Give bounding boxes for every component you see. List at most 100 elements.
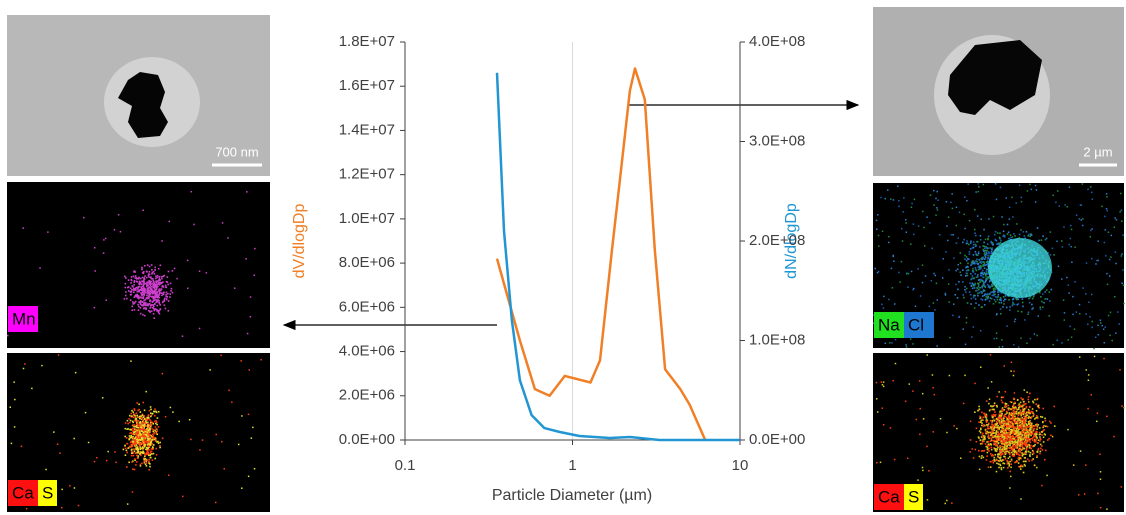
dot: [1017, 346, 1020, 348]
dot: [1097, 259, 1099, 262]
dot: [1004, 453, 1007, 455]
dot: [158, 281, 160, 284]
dot: [1003, 303, 1005, 305]
dot: [971, 282, 974, 285]
dot: [142, 288, 144, 291]
series-line: [495, 67, 707, 441]
dot: [156, 284, 158, 286]
dot: [1036, 397, 1039, 400]
dot: [150, 424, 153, 427]
dot: [170, 287, 173, 290]
dot: [152, 423, 155, 425]
dot: [981, 261, 984, 263]
dot: [149, 425, 152, 428]
dot: [1113, 435, 1115, 438]
dot: [998, 466, 1000, 469]
dot: [990, 446, 993, 449]
dot: [162, 293, 165, 296]
dot: [1011, 454, 1014, 457]
dot: [144, 443, 146, 446]
dot: [1117, 311, 1119, 313]
dot: [991, 414, 993, 417]
dot: [1017, 435, 1020, 438]
dot: [1021, 452, 1023, 454]
dot: [989, 460, 992, 463]
dot: [1056, 339, 1058, 341]
dot: [929, 222, 931, 224]
dot: [944, 294, 947, 296]
dot: [983, 241, 985, 244]
dot: [933, 204, 935, 206]
dot: [135, 289, 137, 291]
series-line: [495, 72, 740, 442]
dot: [1022, 412, 1025, 414]
dot: [971, 448, 973, 450]
dot: [146, 439, 149, 441]
dot: [124, 294, 127, 297]
dot: [1028, 412, 1030, 415]
dot: [962, 402, 965, 405]
dot: [141, 285, 144, 288]
dot: [974, 232, 976, 235]
dot: [149, 444, 152, 447]
dot: [137, 309, 140, 311]
dot: [252, 426, 254, 429]
dot: [1038, 433, 1041, 436]
dot: [148, 293, 150, 296]
dot: [145, 458, 148, 461]
dot: [969, 293, 972, 296]
dot: [999, 312, 1002, 315]
dot: [999, 421, 1002, 424]
dot: [964, 286, 966, 288]
dot: [152, 444, 155, 446]
dot: [1014, 426, 1016, 429]
dot: [84, 411, 87, 414]
dot: [1029, 337, 1032, 340]
dot: [987, 423, 990, 425]
dot: [967, 258, 969, 260]
dot: [1016, 297, 1018, 300]
dot: [147, 448, 150, 451]
dot: [131, 452, 134, 454]
dot: [995, 443, 998, 446]
dot: [137, 409, 139, 412]
dot: [974, 294, 976, 297]
dot: [1005, 410, 1008, 413]
dot: [156, 304, 159, 307]
dot: [1071, 261, 1073, 264]
dot: [246, 332, 249, 335]
dot: [971, 287, 974, 290]
dot: [157, 283, 159, 285]
tag-box: [8, 306, 38, 332]
dot: [143, 459, 146, 462]
dot: [991, 431, 994, 434]
dot: [1023, 424, 1025, 426]
dot: [975, 253, 977, 255]
dot: [157, 410, 160, 413]
dot: [1014, 406, 1017, 408]
dot: [1016, 223, 1018, 225]
dot: [996, 426, 999, 429]
dot: [148, 297, 150, 299]
dot: [1033, 440, 1036, 443]
dot: [149, 306, 152, 308]
dot: [1105, 207, 1108, 210]
dot: [989, 408, 991, 411]
dot: [163, 300, 166, 302]
dot: [1019, 465, 1021, 468]
dot: [1011, 442, 1014, 444]
dot: [1007, 404, 1010, 407]
dot: [1075, 311, 1078, 313]
dot: [147, 304, 149, 307]
dot: [984, 273, 987, 276]
dot: [999, 457, 1001, 460]
dot: [161, 294, 163, 297]
dot: [1094, 336, 1097, 339]
dot: [152, 446, 154, 449]
dot: [1029, 426, 1031, 429]
dot: [988, 402, 990, 405]
dot: [164, 284, 167, 287]
dot: [1021, 422, 1023, 425]
dot: [1000, 239, 1002, 242]
dot: [1012, 445, 1014, 447]
